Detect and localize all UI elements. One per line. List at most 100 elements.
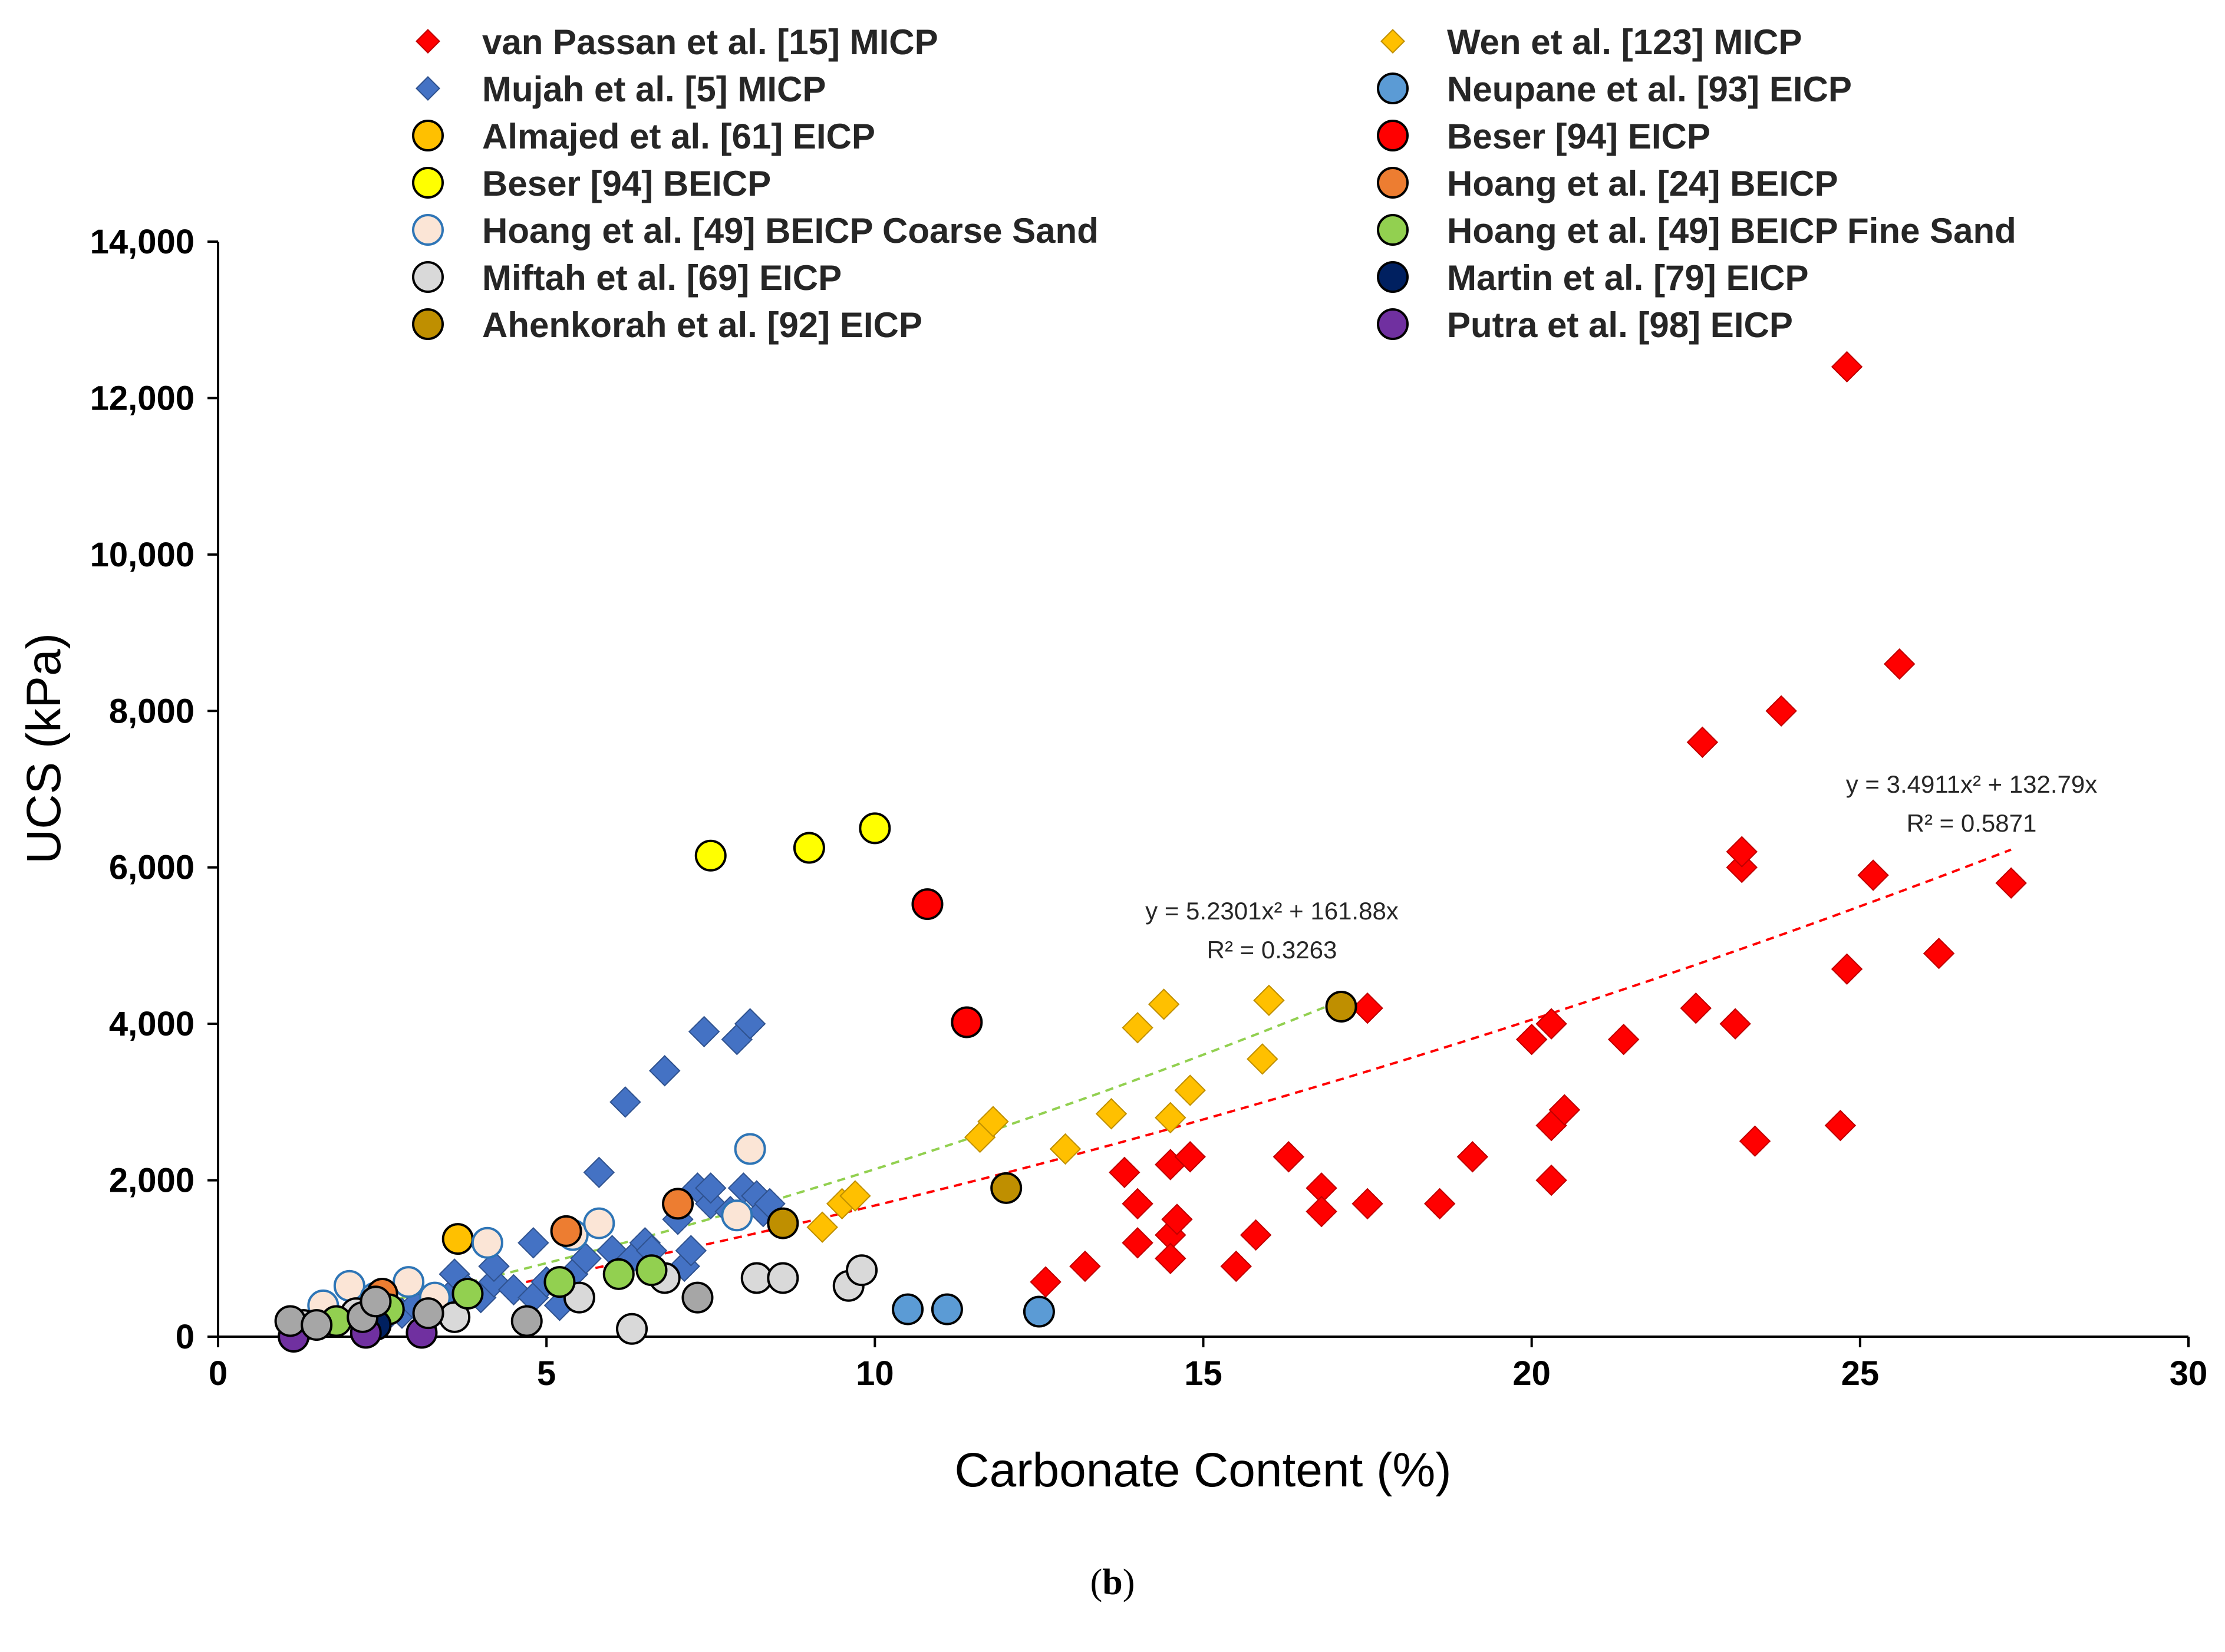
data-point [1109,1156,1140,1189]
data-point [1515,1023,1548,1056]
data-point [1995,867,2027,899]
data-point [1456,1141,1489,1173]
data-point [1680,992,1712,1024]
data-point [892,1293,924,1325]
x-tick-label: 0 [209,1354,228,1393]
y-tick-label: 8,000 [109,692,195,730]
data-point [616,1313,648,1345]
panel-label-open: ( [1090,1562,1103,1602]
legend-marker [1377,120,1409,151]
data-point [1069,1250,1101,1282]
trendline-annotations: y = 3.4911x² + 132.79x R² = 0.5871 y = 5.2… [1145,770,2097,964]
data-point [1831,351,1863,383]
data-point [977,1106,1009,1137]
legend-label: Mujah et al. [5] MICP [482,70,826,109]
data-point [1273,1141,1305,1173]
data-point [662,1188,694,1220]
data-point [1423,1188,1456,1220]
data-point [859,812,891,845]
data-point [1726,836,1758,868]
data-point [635,1254,668,1287]
data-point [767,1262,799,1294]
data-point [1174,1141,1206,1173]
legend-marker [412,261,444,293]
data-point [721,1199,753,1232]
x-tick-label: 15 [1184,1354,1222,1393]
legend-marker [416,76,440,101]
data-point [497,1274,530,1306]
data-point [911,888,944,921]
legend-label: Miftah et al. [69] EICP [482,258,842,298]
data-point [1883,648,1916,680]
legend-label: Neupane et al. [93] EICP [1447,70,1852,109]
x-axis-label: Carbonate Content (%) [954,1443,1451,1497]
data-point [1253,984,1285,1017]
data-point [1220,1250,1252,1282]
x-tick-label: 10 [856,1354,894,1393]
data-point [1049,1133,1082,1165]
x-tick-label: 20 [1512,1354,1551,1393]
y-tick-label: 12,000 [90,379,195,417]
data-point [333,1269,365,1302]
data-point [1607,1023,1640,1056]
legend-marker [1377,72,1409,104]
data-point [1535,1008,1567,1040]
legend-label: Hoang et al. [24] BEICP [1447,164,1838,203]
panel-label: (b) [0,1562,2225,1604]
legend-marker [412,308,444,340]
data-point [839,1180,871,1212]
legend-marker [1380,29,1405,54]
legend-label: Martin et al. [79] EICP [1447,258,1808,298]
data-point [793,832,825,864]
legend: van Passan et al. [15] MICP Mujah et al. … [412,22,2016,345]
data-point [846,1254,878,1287]
legend-marker [412,120,444,151]
data-point [360,1285,392,1318]
y-tick-label: 4,000 [109,1005,195,1043]
panel-label-close: ) [1122,1562,1135,1602]
data-point [1739,1125,1771,1157]
data-point [688,1015,720,1048]
data-point [1174,1074,1206,1106]
data-point [1686,726,1719,759]
data-point [412,1297,444,1330]
legend-label: Almajed et al. [61] EICP [482,117,875,156]
legend-label: Putra et al. [98] EICP [1447,305,1793,345]
data-point [274,1305,306,1337]
trendline-equation: y = 3.4911x² + 132.79x [1846,770,2098,798]
data-point [740,1262,773,1294]
legend-label: Hoang et al. [49] BEICP Coarse Sand [482,211,1099,250]
legend-label: Beser [94] EICP [1447,117,1710,156]
data-points [274,351,2027,1353]
data-point [649,1055,681,1087]
data-point [301,1309,333,1341]
data-point [1352,1188,1383,1220]
data-point [675,1235,707,1267]
y-tick-label: 14,000 [90,223,195,261]
data-point [695,1172,727,1204]
data-point [1306,1195,1337,1228]
data-point [1023,1295,1055,1328]
data-point [471,1226,503,1259]
data-point [1148,988,1180,1020]
data-point [451,1278,484,1310]
data-point [1857,859,1889,891]
data-point [951,1006,983,1038]
legend-marker [1377,214,1409,246]
data-point [1122,1012,1153,1044]
y-axis-label: UCS (kPa) [17,633,71,864]
data-point [602,1258,635,1290]
data-point [694,839,727,872]
data-point [681,1281,714,1314]
trendline-r2: R² = 0.3263 [1207,936,1337,964]
data-point [510,1305,543,1337]
data-point [1161,1203,1193,1235]
data-point [1155,1102,1186,1134]
data-point [583,1207,615,1239]
data-point [478,1250,510,1282]
data-point [734,1133,766,1165]
data-point [1240,1219,1272,1251]
data-point [1352,992,1383,1024]
legend-marker [412,167,444,199]
